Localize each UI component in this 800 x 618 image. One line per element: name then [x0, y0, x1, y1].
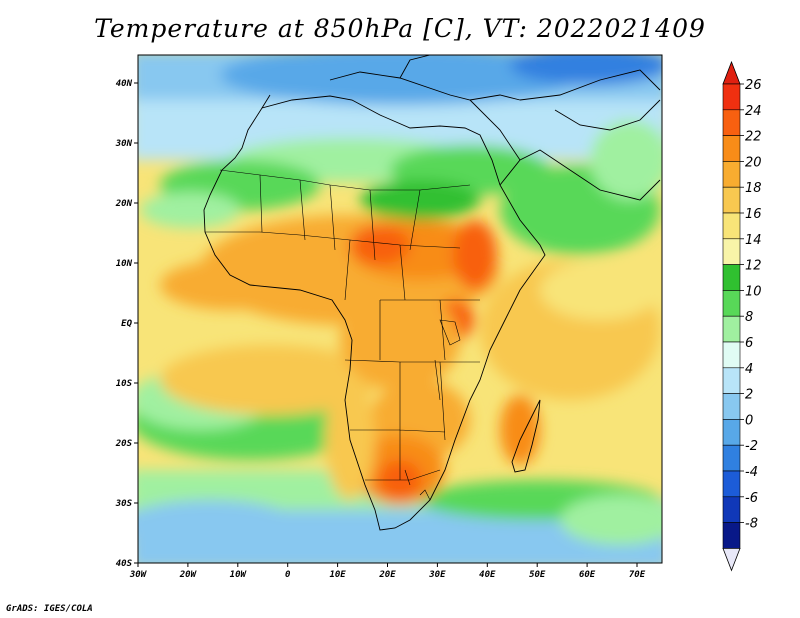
colorbar-swatch — [722, 238, 741, 265]
lat-label: 40N — [116, 79, 133, 89]
lon-label: 40E — [479, 570, 496, 580]
colorbar-label: 2 — [745, 388, 753, 403]
colorbar-swatch — [722, 419, 741, 446]
latitude-axis: 40N 30N 20N 10N EQ 10S 20S 30S 40S — [115, 79, 138, 569]
colorbar-label: 0 — [745, 413, 753, 428]
lat-label: 10N — [116, 259, 133, 269]
colorbar-label: -2 — [745, 439, 758, 454]
lon-label: 0 — [285, 570, 291, 580]
lon-label: 50E — [529, 570, 546, 580]
colorbar-swatch — [722, 367, 741, 394]
colorbar-label: 14 — [745, 233, 762, 248]
lat-label: 30N — [115, 139, 133, 149]
colorbar-swatch — [722, 444, 741, 472]
colorbar-label: -8 — [745, 517, 758, 532]
colorbar-label: 26 — [745, 78, 762, 93]
lon-label: 30W — [129, 570, 148, 580]
map-area — [138, 55, 662, 563]
map-frame — [137, 54, 663, 564]
colorbar-top-arrow — [722, 60, 741, 85]
colorbar-swatch — [722, 315, 741, 343]
lat-label: 40S — [116, 559, 133, 569]
lat-label: 30S — [115, 499, 133, 509]
colorbar-swatch — [722, 290, 741, 317]
colorbar-label: 8 — [745, 310, 753, 325]
temperature-field — [138, 55, 662, 563]
colorbar-label: -6 — [745, 491, 758, 506]
lon-label: 70E — [629, 570, 646, 580]
colorbar-label: 20 — [745, 155, 762, 170]
colorbar-swatch — [722, 264, 741, 291]
colorbar-label: 4 — [745, 362, 753, 377]
colorbar-label: 22 — [745, 130, 762, 145]
colorbar-bottom-arrow — [722, 548, 741, 572]
lon-label: 60E — [579, 570, 596, 580]
colorbar-label: 24 — [745, 104, 762, 119]
lat-label: 20N — [115, 199, 133, 209]
colorbar-swatch — [722, 470, 741, 498]
lon-label: 10W — [230, 570, 248, 580]
coastline-layer — [203, 55, 661, 531]
map-title: Temperature at 850hPa [C], VT: 202202140… — [94, 14, 706, 43]
colorbar-label: 18 — [745, 181, 762, 196]
colorbar-label: 16 — [745, 207, 762, 222]
lon-label: 20E — [378, 570, 396, 580]
grads-footer-label: GrADS: IGES/COLA — [6, 604, 93, 614]
colorbar-swatch — [722, 212, 741, 240]
lat-label: 20S — [115, 439, 133, 449]
longitude-axis: 30W 20W 10W 0 10E 20E 30E 40E 50E 60E 70E — [129, 563, 646, 580]
colorbar-swatch — [722, 83, 741, 111]
colorbar-swatch — [722, 135, 741, 162]
colorbar-label: 10 — [745, 284, 762, 299]
lon-label: 20W — [179, 570, 198, 580]
colorbar-swatch — [722, 522, 741, 549]
colorbar-swatch — [722, 109, 741, 136]
colorbar-swatch — [722, 341, 741, 369]
colorbar-swatch — [722, 186, 741, 214]
colorbar-swatch — [722, 496, 741, 523]
colorbar-label: -4 — [745, 465, 758, 480]
lon-label: 30E — [428, 570, 446, 580]
lat-label: EQ — [121, 319, 132, 329]
colorbar-label: 6 — [745, 336, 753, 351]
colorbar-swatch — [722, 393, 741, 420]
colorbar-label: 12 — [745, 259, 762, 274]
border-layer — [205, 169, 480, 501]
colorbar-swatch — [722, 161, 741, 188]
lon-label: 10E — [329, 570, 346, 580]
lat-label: 10S — [116, 379, 133, 389]
